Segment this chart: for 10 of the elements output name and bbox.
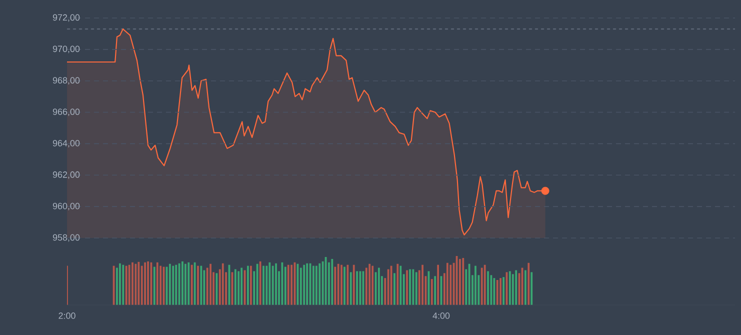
y-tick-label: 970,00 — [52, 46, 80, 54]
x-tick-label: 4:00 — [432, 312, 450, 319]
y-tick-label: 962,00 — [52, 171, 80, 179]
y-tick-label: 966,00 — [52, 108, 80, 116]
y-tick-label: 964,00 — [52, 140, 80, 148]
y-tick-label: 960,00 — [52, 202, 80, 210]
y-tick-label: 972,00 — [52, 14, 80, 22]
x-tick-label: 2:00 — [58, 312, 76, 319]
y-tick-label: 968,00 — [52, 77, 80, 85]
y-tick-label: 958,00 — [52, 234, 80, 242]
